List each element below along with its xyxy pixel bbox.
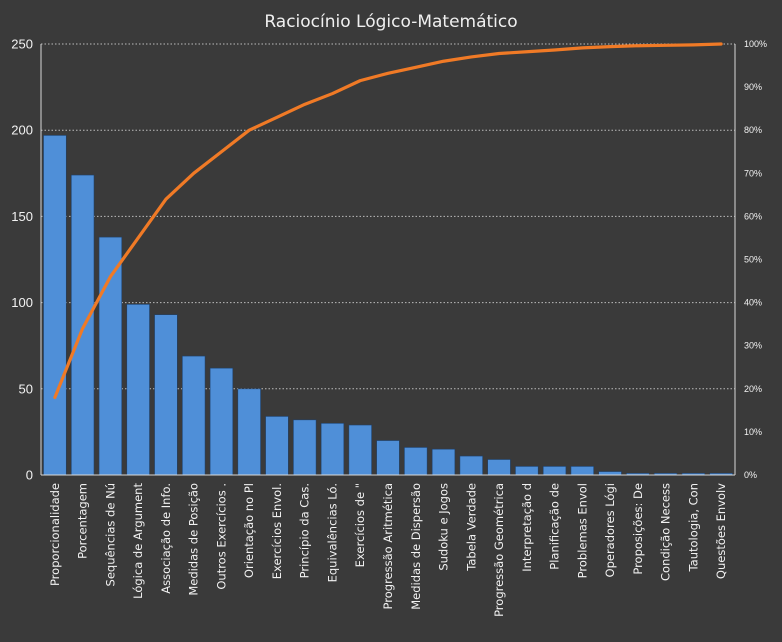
x-tick-label: Planificação de	[548, 483, 562, 570]
bar-medidas-de-posi-o	[181, 355, 206, 476]
x-tick-label: Proposições: De	[631, 483, 645, 575]
bar-proporcionalidade	[43, 135, 67, 476]
chart-title: Raciocínio Lógico-Matemático	[264, 12, 517, 32]
x-tick-label: Progressão Geométrica	[492, 483, 506, 617]
y-right-tick-label: 70%	[744, 168, 762, 178]
y-right-tick-label: 40%	[744, 298, 762, 308]
y-right-tick-label: 50%	[744, 255, 762, 265]
x-tick-label: Lógica de Argument	[131, 483, 145, 599]
x-tick-label: Tabela Verdade	[464, 483, 478, 572]
x-tick-label: Associação de Info.	[159, 483, 173, 594]
bar-problemas-envol	[570, 466, 595, 476]
y-right-tick-label: 90%	[744, 82, 762, 92]
y-left-tick-label: 250	[11, 37, 33, 52]
gridlines	[41, 43, 735, 390]
bar-outros-exerc-cios	[209, 367, 234, 476]
bar-operadores-l-gi	[598, 471, 622, 476]
y-left-tick-label: 0	[26, 468, 33, 483]
y-right-tick-label: 100%	[744, 39, 767, 49]
bar-progress-o-geom-trica	[487, 459, 511, 476]
x-tick-label: Equivalências Ló.	[325, 483, 339, 582]
y-right-tick-label: 0%	[744, 470, 757, 480]
category-ticks: Proporcionalidade Porcentagem Sequências d…	[48, 483, 728, 617]
x-tick-label: Proporcionalidade	[48, 483, 62, 586]
y-left-tick-label: 100	[11, 295, 33, 310]
bar-associa-o-de-info	[154, 314, 178, 476]
bar-porcentagem	[70, 174, 95, 476]
x-tick-label: Progressão Aritmética	[381, 483, 395, 609]
y-right-tick-label: 60%	[744, 211, 762, 221]
x-tick-label: Interpretação d	[520, 483, 534, 572]
cumulative-line-group	[53, 42, 723, 400]
bar-l-gica-de-argument	[126, 304, 150, 476]
x-tick-label: Problemas Envol	[575, 483, 589, 578]
bar-interpreta-o-d	[515, 466, 539, 476]
x-tick-label: Exercícios Envol.	[270, 483, 284, 579]
bar-medidas-de-dispers-o	[404, 447, 428, 476]
x-tick-label: Sequências de Nú	[103, 483, 117, 586]
x-tick-label: Tautologia, Con	[686, 483, 700, 572]
y-right-tick-label: 10%	[744, 427, 762, 437]
x-tick-label: Medidas de Posição	[187, 483, 201, 596]
y-left-tick-label: 150	[11, 209, 33, 224]
x-tick-label: Princípio da Cas.	[298, 483, 312, 578]
x-tick-label: Outros Exercícios .	[214, 483, 228, 590]
x-tick-label: Orientação no Pl	[242, 483, 256, 578]
y-left-tick-label: 50	[19, 381, 33, 396]
x-tick-label: Condição Necess	[659, 483, 673, 581]
bar-planifica-o-de	[542, 466, 567, 476]
x-tick-label: Operadores Lógi	[603, 483, 617, 577]
bar-sequ-ncias-de-n	[98, 236, 123, 476]
axes	[40, 44, 736, 476]
bar-princ-pio-da-cas	[293, 419, 317, 476]
x-tick-label: Questões Envolv	[714, 483, 728, 579]
y-right-tick-label: 20%	[744, 384, 762, 394]
left-axis-ticks: 0 50 100 150 200 250	[11, 37, 33, 483]
y-right-tick-label: 30%	[744, 341, 762, 351]
y-right-tick-label: 80%	[744, 125, 762, 135]
right-axis-ticks: 0% 10% 20% 30% 40% 50% 60% 70% 80% 90% 100%	[744, 39, 767, 480]
x-tick-label: Sudoku e Jogos	[437, 483, 451, 571]
x-tick-label: Exercícios de "	[353, 483, 367, 567]
bar-exerc-cios-de	[348, 424, 372, 476]
bar-progress-o-aritm-tica	[376, 440, 400, 476]
bar-tabela-verdade	[459, 455, 483, 476]
y-left-tick-label: 200	[11, 123, 33, 138]
bar-sudoku-e-jogos	[431, 448, 456, 476]
x-tick-label: Porcentagem	[76, 483, 90, 559]
bar-orienta-o-no-pl	[237, 388, 261, 476]
bars	[43, 135, 733, 476]
bar-equival-ncias-l	[320, 422, 345, 476]
bar-exerc-cios-envol	[265, 416, 289, 476]
x-tick-label: Medidas de Dispersão	[409, 483, 423, 610]
cumulative-percentage-line	[53, 42, 723, 400]
